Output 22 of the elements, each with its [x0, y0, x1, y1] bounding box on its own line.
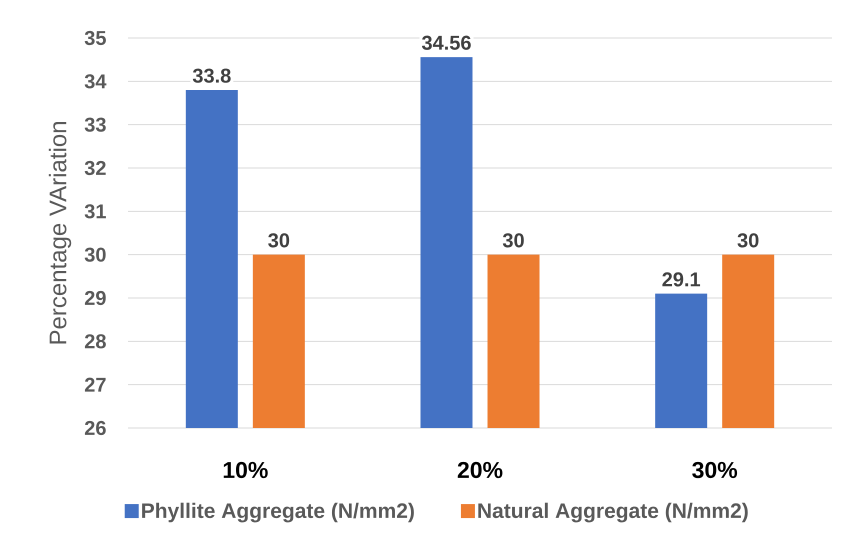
x-tick-label: 20%	[458, 462, 502, 478]
y-tick-label: 29	[84, 290, 106, 306]
y-tick-label: 32	[84, 160, 106, 176]
data-label: 29.1	[662, 272, 700, 286]
y-tick-label: 34	[84, 74, 106, 88]
y-tick-label: 31	[84, 204, 106, 218]
y-tick-label: 27	[84, 378, 106, 392]
y-tick-label: 30	[84, 248, 106, 262]
y-axis-title: Percentage VAriation	[48, 122, 72, 344]
y-tick-label: 28	[84, 334, 106, 348]
y-tick-label: 33	[84, 118, 106, 132]
x-tick-label: 10%	[224, 462, 268, 478]
y-tick-label: 35	[84, 30, 106, 46]
data-label: 30	[502, 233, 524, 248]
x-tick-label: 30%	[692, 462, 738, 478]
data-label: 30	[738, 233, 758, 248]
data-label: 30	[268, 233, 290, 248]
legend-label: Natural Aggregate (N/mm2)	[478, 502, 748, 522]
data-label: 34.56	[422, 36, 471, 50]
legend-label: Phyllite Aggregate (N/mm2)	[142, 502, 414, 522]
data-label: 33.8	[192, 68, 231, 83]
y-tick-label: 26	[84, 420, 106, 436]
